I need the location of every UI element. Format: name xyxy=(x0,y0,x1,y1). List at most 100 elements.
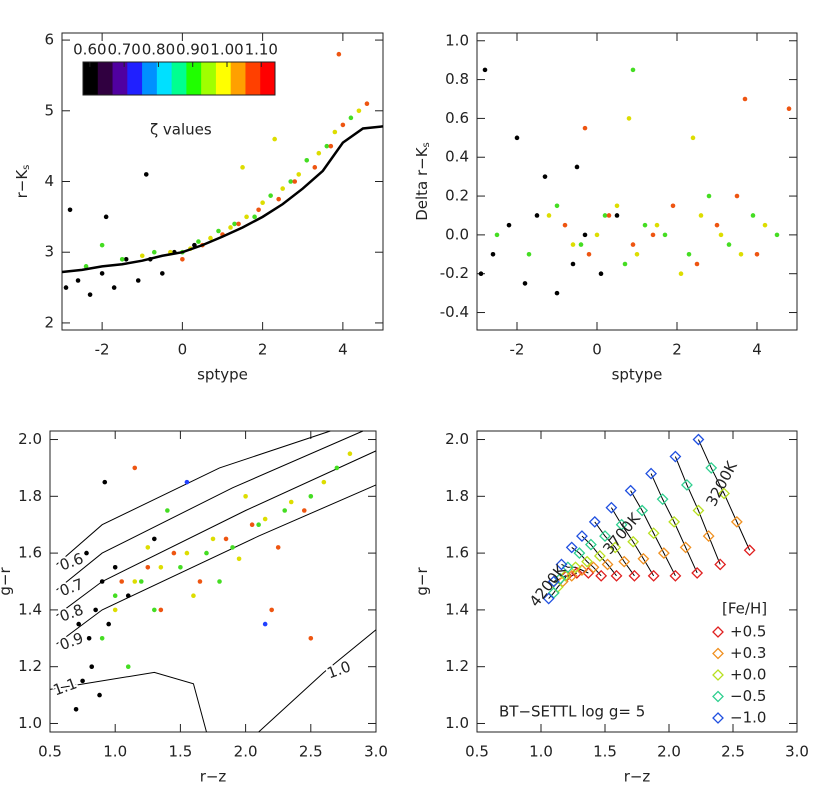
star-point xyxy=(125,664,131,669)
x-axis-label: r−z xyxy=(624,768,651,786)
star-point xyxy=(586,251,592,257)
y-axis-label-main: g−r xyxy=(0,567,14,596)
star-point xyxy=(654,222,660,228)
y-tick-label: 2.0 xyxy=(18,430,42,448)
panel: -2 0 2 4 -0.4 -0.2 0.0 0.2 0.4 0.6 0.8 1.0 sptype Del… xyxy=(413,31,798,384)
colorbar-segment xyxy=(230,62,246,95)
y-tick-label: 0.0 xyxy=(445,225,469,243)
star-point xyxy=(622,261,628,267)
x-tick-label: 2.0 xyxy=(234,743,258,761)
star-point xyxy=(534,213,540,218)
star-point xyxy=(84,550,89,556)
star-point xyxy=(694,261,700,267)
plot-frame xyxy=(476,430,798,733)
isotherm-line xyxy=(674,456,721,565)
star-point xyxy=(151,249,157,255)
star-point xyxy=(103,214,109,220)
star-point xyxy=(316,150,322,156)
y-tick-label: 5 xyxy=(44,101,54,119)
y-tick-label: 1.6 xyxy=(18,544,42,562)
star-point xyxy=(184,550,190,556)
star-point xyxy=(106,621,111,627)
median-line xyxy=(61,125,384,274)
star-point xyxy=(526,251,532,257)
star-point xyxy=(312,165,318,170)
contour-line xyxy=(56,450,377,616)
legend-marker xyxy=(712,669,724,681)
model-point xyxy=(637,552,650,565)
star-point xyxy=(80,678,85,684)
legend-marker xyxy=(712,712,724,724)
colorbar-segment xyxy=(171,62,187,95)
star-point xyxy=(210,536,216,542)
star-point xyxy=(602,213,608,218)
star-point xyxy=(216,228,221,234)
colorbar-segment xyxy=(83,62,99,95)
star-point xyxy=(336,51,342,57)
x-tick-label: 2.0 xyxy=(657,743,681,761)
star-point xyxy=(546,213,552,218)
star-point xyxy=(112,565,118,570)
star-point xyxy=(99,635,105,641)
star-point xyxy=(594,232,600,238)
contour-label: 1.1 xyxy=(51,674,80,699)
model-point xyxy=(656,493,669,506)
star-point xyxy=(75,278,81,283)
star-point xyxy=(522,281,528,286)
star-point xyxy=(686,251,692,257)
star-point xyxy=(301,508,307,513)
star-point xyxy=(542,174,548,179)
colorbar-segment xyxy=(142,62,158,95)
model-point xyxy=(576,530,588,542)
model-point xyxy=(627,535,640,548)
star-point xyxy=(191,593,196,598)
x-tick-label: 2 xyxy=(672,341,682,359)
x-tick-label: 1.5 xyxy=(168,743,192,761)
model-point xyxy=(743,544,756,557)
star-point xyxy=(614,213,620,218)
star-point xyxy=(184,479,190,485)
star-point xyxy=(292,179,298,184)
star-point xyxy=(125,593,131,598)
star-point xyxy=(494,232,500,238)
contour-label: 0.7 xyxy=(57,575,86,600)
star-point xyxy=(614,203,620,209)
y-axis-label: r−Ks xyxy=(13,165,33,199)
model-point xyxy=(705,461,718,474)
isotherm-line xyxy=(630,490,676,577)
star-point xyxy=(272,136,277,142)
star-point xyxy=(762,222,768,228)
star-point xyxy=(324,143,330,149)
model-point xyxy=(588,515,601,528)
model-point xyxy=(581,555,593,568)
star-point xyxy=(138,579,144,584)
star-point xyxy=(67,207,73,213)
x-tick-label: -2 xyxy=(510,341,525,359)
star-point xyxy=(582,232,588,238)
colorbar-tick-label: 0.90 xyxy=(176,41,209,59)
y-tick-label: 0.8 xyxy=(445,70,469,88)
contour-label: 0.8 xyxy=(57,600,86,625)
star-point xyxy=(754,251,760,257)
model-point xyxy=(647,569,660,582)
y-tick-label: 1.0 xyxy=(445,714,469,732)
star-point xyxy=(135,278,141,283)
y-tick-label: 0.2 xyxy=(445,187,469,205)
star-point xyxy=(260,200,265,206)
star-point xyxy=(145,565,151,570)
colorbar-segment xyxy=(245,62,261,95)
colorbar-segment xyxy=(260,62,276,95)
star-point xyxy=(228,225,233,230)
star-point xyxy=(662,232,668,238)
star-point xyxy=(243,494,248,499)
x-tick-label: 4 xyxy=(752,341,762,359)
model-point xyxy=(636,504,649,517)
model-point xyxy=(645,467,657,480)
star-point xyxy=(574,164,580,170)
star-point xyxy=(262,516,268,522)
star-point xyxy=(119,256,125,262)
isotherm-line xyxy=(561,564,589,574)
star-point xyxy=(332,129,338,135)
model-point xyxy=(601,558,614,571)
